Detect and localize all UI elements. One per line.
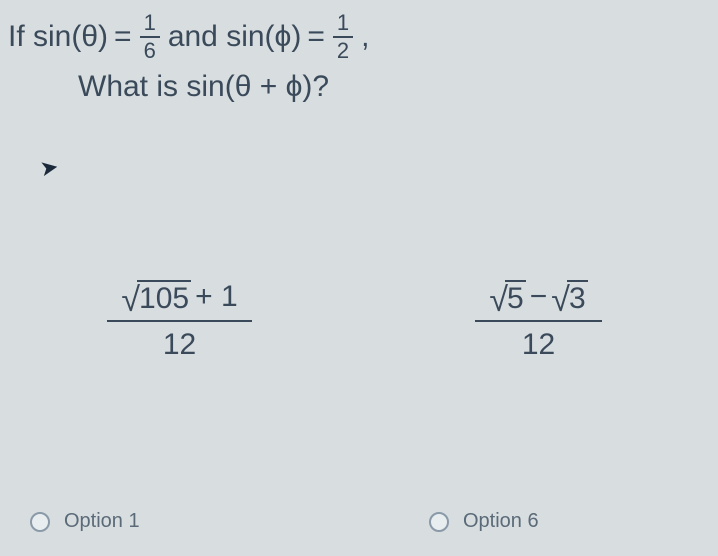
denominator: 12 bbox=[163, 322, 196, 362]
minus: − bbox=[530, 280, 548, 314]
equals-1: = bbox=[114, 20, 132, 54]
option-6-label: Option 6 bbox=[463, 510, 539, 533]
fraction-1-2: 1 2 bbox=[333, 12, 353, 62]
radio-option-6[interactable] bbox=[429, 512, 449, 532]
question-line-2: What is sin(θ + ϕ)? bbox=[78, 70, 710, 104]
radicand: 3 bbox=[567, 280, 588, 314]
question-line-1: If sin(θ) = 1 6 and sin(ϕ) = 1 2 , bbox=[8, 12, 710, 62]
sqrt-105: √ 105 bbox=[121, 280, 191, 314]
equals-2: = bbox=[307, 20, 325, 54]
frac-num: 1 bbox=[333, 12, 353, 36]
fraction-sqrt5-minus-sqrt3-over-12: √ 5 − √ 3 12 bbox=[475, 280, 601, 362]
frac-num: 1 bbox=[140, 12, 160, 36]
numerator: √ 5 − √ 3 bbox=[475, 280, 601, 322]
cursor-icon: ➤ bbox=[38, 154, 61, 183]
option-1-label: Option 1 bbox=[64, 510, 140, 533]
numerator: √ 105 + 1 bbox=[107, 280, 251, 322]
sqrt-5: √ 5 bbox=[489, 280, 525, 314]
fraction-sqrt105-plus-1-over-12: √ 105 + 1 12 bbox=[107, 280, 251, 362]
comma: , bbox=[361, 20, 369, 54]
text-if-sin-theta: If sin(θ) bbox=[8, 20, 108, 54]
question-block: If sin(θ) = 1 6 and sin(ϕ) = 1 2 , What … bbox=[0, 0, 718, 104]
option-1-expression: √ 105 + 1 12 bbox=[0, 280, 359, 362]
plus-one: + 1 bbox=[195, 280, 238, 314]
options-row: √ 105 + 1 12 √ 5 − √ 3 12 bbox=[0, 280, 718, 362]
option-1-control[interactable]: Option 1 bbox=[0, 510, 359, 533]
sqrt-3: √ 3 bbox=[551, 280, 587, 314]
option-labels-row: Option 1 Option 6 bbox=[0, 510, 718, 533]
frac-den: 6 bbox=[140, 36, 160, 62]
fraction-1-6: 1 6 bbox=[140, 12, 160, 62]
text-and-sin-phi: and sin(ϕ) bbox=[168, 20, 302, 54]
denominator: 12 bbox=[522, 322, 555, 362]
option-6-expression: √ 5 − √ 3 12 bbox=[359, 280, 718, 362]
frac-den: 2 bbox=[333, 36, 353, 62]
option-6-control[interactable]: Option 6 bbox=[359, 510, 718, 533]
radicand: 105 bbox=[137, 280, 191, 314]
radio-option-1[interactable] bbox=[30, 512, 50, 532]
radicand: 5 bbox=[505, 280, 526, 314]
